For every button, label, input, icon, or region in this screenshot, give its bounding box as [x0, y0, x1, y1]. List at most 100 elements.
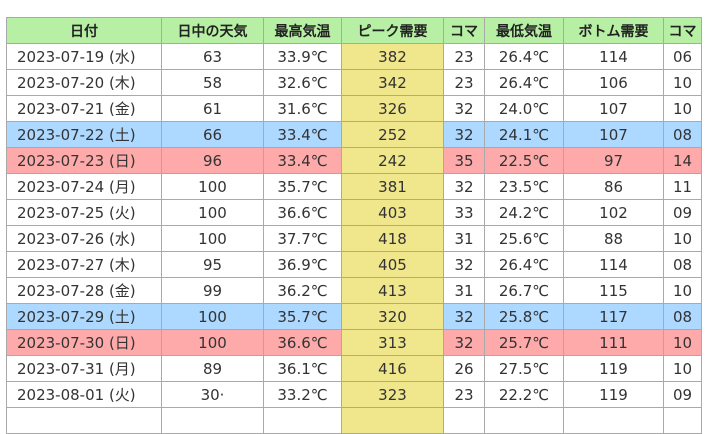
cell-weather: 61 [161, 95, 264, 122]
cell-min-temp: 25.8℃ [484, 303, 564, 330]
cell-bottom-koma: 11 [663, 173, 702, 200]
cell-peak-demand [341, 407, 444, 434]
table-row: 2023-07-27 (木) 95 36.9℃ 405 32 26.4℃ 114 08 [6, 251, 702, 278]
cell-bottom-koma: 10 [663, 355, 702, 382]
cell-peak-demand: 418 [341, 225, 444, 252]
cell-weather: 96 [161, 147, 264, 174]
cell-min-temp: 26.4℃ [484, 69, 564, 96]
cell-bottom-koma: 08 [663, 121, 702, 148]
cell-bottom-demand: 119 [563, 355, 664, 382]
cell-bottom-koma: 06 [663, 43, 702, 70]
cell-bottom-koma: 08 [663, 251, 702, 278]
cell-date: 2023-07-31 (月) [6, 355, 162, 382]
cell-peak-demand: 323 [341, 381, 444, 408]
table-row: 2023-07-20 (木) 58 32.6℃ 342 23 26.4℃ 106 10 [6, 69, 702, 96]
cell-max-temp: 33.4℃ [263, 147, 342, 174]
header-peak-koma: コマ [443, 17, 485, 44]
cell-bottom-demand: 117 [563, 303, 664, 330]
cell-bottom-demand: 119 [563, 381, 664, 408]
cell-bottom-koma: 09 [663, 381, 702, 408]
cell-bottom-demand: 111 [563, 329, 664, 356]
cell-date [6, 407, 162, 434]
cell-peak-demand: 242 [341, 147, 444, 174]
table-row: 2023-07-19 (水) 63 33.9℃ 382 23 26.4℃ 114 06 [6, 43, 702, 70]
cell-weather: 100 [161, 173, 264, 200]
cell-max-temp: 36.6℃ [263, 329, 342, 356]
cell-weather: 100 [161, 303, 264, 330]
cell-peak-koma: 32 [443, 173, 485, 200]
header-bottom-koma: コマ [663, 17, 702, 44]
cell-min-temp [484, 407, 564, 434]
cell-peak-demand: 416 [341, 355, 444, 382]
header-min-temp: 最低気温 [484, 17, 564, 44]
cell-date: 2023-07-24 (月) [6, 173, 162, 200]
cell-weather: 66 [161, 121, 264, 148]
cell-bottom-koma: 10 [663, 277, 702, 304]
header-date: 日付 [6, 17, 162, 44]
cell-date: 2023-07-23 (日) [6, 147, 162, 174]
cell-date: 2023-07-21 (金) [6, 95, 162, 122]
table-row: 2023-07-22 (土) 66 33.4℃ 252 32 24.1℃ 107 08 [6, 121, 702, 148]
cell-peak-koma [443, 407, 485, 434]
cell-peak-koma: 23 [443, 381, 485, 408]
cell-weather: 100 [161, 225, 264, 252]
header-weather: 日中の天気 [161, 17, 264, 44]
table-row: 2023-07-23 (日) 96 33.4℃ 242 35 22.5℃ 97 14 [6, 147, 702, 174]
cell-bottom-demand: 114 [563, 251, 664, 278]
table-row: 2023-07-29 (土) 100 35.7℃ 320 32 25.8℃ 117 08 [6, 303, 702, 330]
cell-peak-demand: 381 [341, 173, 444, 200]
cell-peak-koma: 32 [443, 121, 485, 148]
cell-bottom-demand: 88 [563, 225, 664, 252]
cell-peak-koma: 33 [443, 199, 485, 226]
cell-peak-demand: 413 [341, 277, 444, 304]
cell-date: 2023-07-27 (木) [6, 251, 162, 278]
cell-max-temp: 35.7℃ [263, 303, 342, 330]
cell-min-temp: 23.5℃ [484, 173, 564, 200]
table-row: 2023-07-25 (火) 100 36.6℃ 403 33 24.2℃ 102 09 [6, 199, 702, 226]
cell-peak-demand: 326 [341, 95, 444, 122]
cell-weather: 63 [161, 43, 264, 70]
cell-date: 2023-07-28 (金) [6, 277, 162, 304]
cell-max-temp: 31.6℃ [263, 95, 342, 122]
cell-bottom-koma: 14 [663, 147, 702, 174]
demand-table: 日付 日中の天気 最高気温 ピーク需要 コマ 最低気温 ボトム需要 コマ 202… [6, 17, 702, 434]
cell-max-temp: 36.9℃ [263, 251, 342, 278]
cell-bottom-koma: 10 [663, 225, 702, 252]
header-peak-demand: ピーク需要 [341, 17, 444, 44]
cell-weather: 99 [161, 277, 264, 304]
cell-max-temp: 33.4℃ [263, 121, 342, 148]
table-row: 2023-08-01 (火) 30· 33.2℃ 323 23 22.2℃ 119 09 [6, 381, 702, 408]
cell-min-temp: 25.6℃ [484, 225, 564, 252]
cell-weather [161, 407, 264, 434]
table-row [6, 407, 702, 434]
cell-min-temp: 22.2℃ [484, 381, 564, 408]
cell-date: 2023-07-25 (火) [6, 199, 162, 226]
table-row: 2023-07-31 (月) 89 36.1℃ 416 26 27.5℃ 119 10 [6, 355, 702, 382]
cell-bottom-koma: 10 [663, 329, 702, 356]
cell-min-temp: 26.4℃ [484, 251, 564, 278]
cell-bottom-koma: 09 [663, 199, 702, 226]
cell-peak-koma: 31 [443, 277, 485, 304]
cell-max-temp: 32.6℃ [263, 69, 342, 96]
cell-peak-demand: 252 [341, 121, 444, 148]
cell-bottom-koma: 10 [663, 69, 702, 96]
cell-bottom-koma: 08 [663, 303, 702, 330]
cell-date: 2023-07-29 (土) [6, 303, 162, 330]
cell-bottom-demand: 107 [563, 121, 664, 148]
cell-date: 2023-07-20 (木) [6, 69, 162, 96]
cell-min-temp: 24.2℃ [484, 199, 564, 226]
cell-bottom-demand: 107 [563, 95, 664, 122]
cell-peak-koma: 32 [443, 303, 485, 330]
cell-bottom-koma: 10 [663, 95, 702, 122]
cell-min-temp: 26.7℃ [484, 277, 564, 304]
cell-bottom-demand: 114 [563, 43, 664, 70]
cell-max-temp: 36.6℃ [263, 199, 342, 226]
cell-bottom-koma [663, 407, 702, 434]
cell-max-temp: 33.9℃ [263, 43, 342, 70]
cell-bottom-demand: 106 [563, 69, 664, 96]
cell-date: 2023-07-26 (水) [6, 225, 162, 252]
cell-peak-koma: 32 [443, 329, 485, 356]
table-row: 2023-07-24 (月) 100 35.7℃ 381 32 23.5℃ 86 11 [6, 173, 702, 200]
cell-date: 2023-07-30 (日) [6, 329, 162, 356]
table-body: 2023-07-19 (水) 63 33.9℃ 382 23 26.4℃ 114 06 2023… [6, 43, 702, 434]
